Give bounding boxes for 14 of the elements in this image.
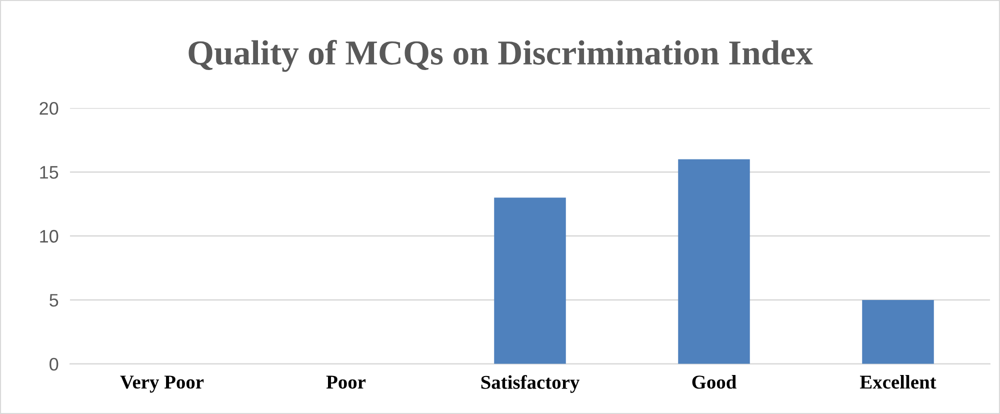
x-tick-label: Excellent [860,375,936,389]
bar [862,300,934,364]
x-tick-label: Satisfactory [481,375,580,393]
y-tick-label: 20 [40,102,58,115]
y-tick-label: 15 [40,166,58,179]
bar [678,159,750,364]
y-tick-label: 5 [50,294,58,307]
y-tick-label: 0 [50,358,58,371]
x-tick-label: Very Poor [120,376,204,393]
bar [494,198,566,364]
x-tick-label: Good [692,375,736,389]
chart-title: Quality of MCQs on Discrimination Index [188,40,813,72]
x-tick-label: Poor [326,376,366,389]
y-tick-label: 10 [40,230,58,243]
